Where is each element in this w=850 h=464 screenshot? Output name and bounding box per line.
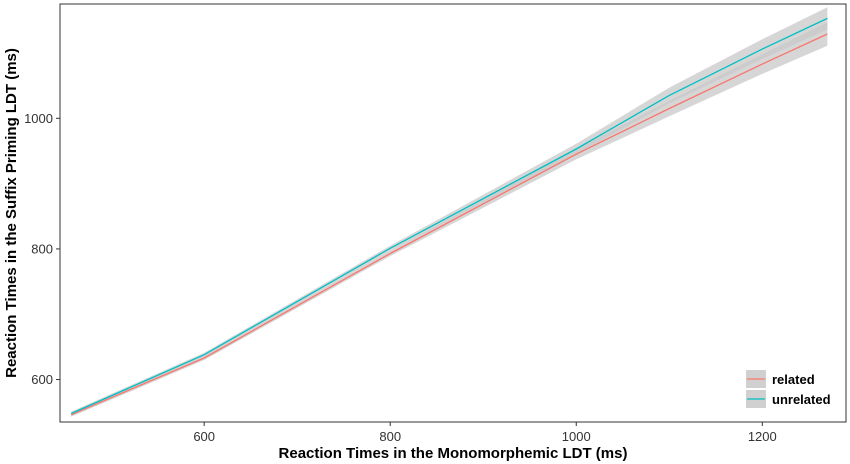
series-line-related: [70, 33, 828, 416]
x-axis-title: Reaction Times in the Monomorphemic LDT …: [279, 445, 628, 462]
x-tick-label: 1200: [748, 429, 777, 444]
confidence-band-unrelated: [71, 7, 828, 416]
confidence-bands: [71, 7, 828, 417]
y-tick-label: 600: [31, 372, 53, 387]
y-axis-ticks: 600 800 1000: [24, 111, 60, 387]
y-tick-label: 1000: [24, 111, 53, 126]
legend: related unrelated: [746, 370, 831, 408]
series-line-unrelated: [70, 17, 828, 415]
x-tick-label: 600: [193, 429, 215, 444]
x-tick-label: 800: [379, 429, 401, 444]
x-tick-label: 1000: [562, 429, 591, 444]
legend-label-related: related: [772, 372, 815, 387]
series-lines: [70, 17, 828, 416]
x-axis-ticks: 600 800 1000 1200: [193, 422, 777, 444]
legend-label-unrelated: unrelated: [772, 392, 831, 407]
y-tick-label: 800: [31, 241, 53, 256]
y-axis-title: Reaction Times in the Suffix Priming LDT…: [3, 48, 20, 378]
